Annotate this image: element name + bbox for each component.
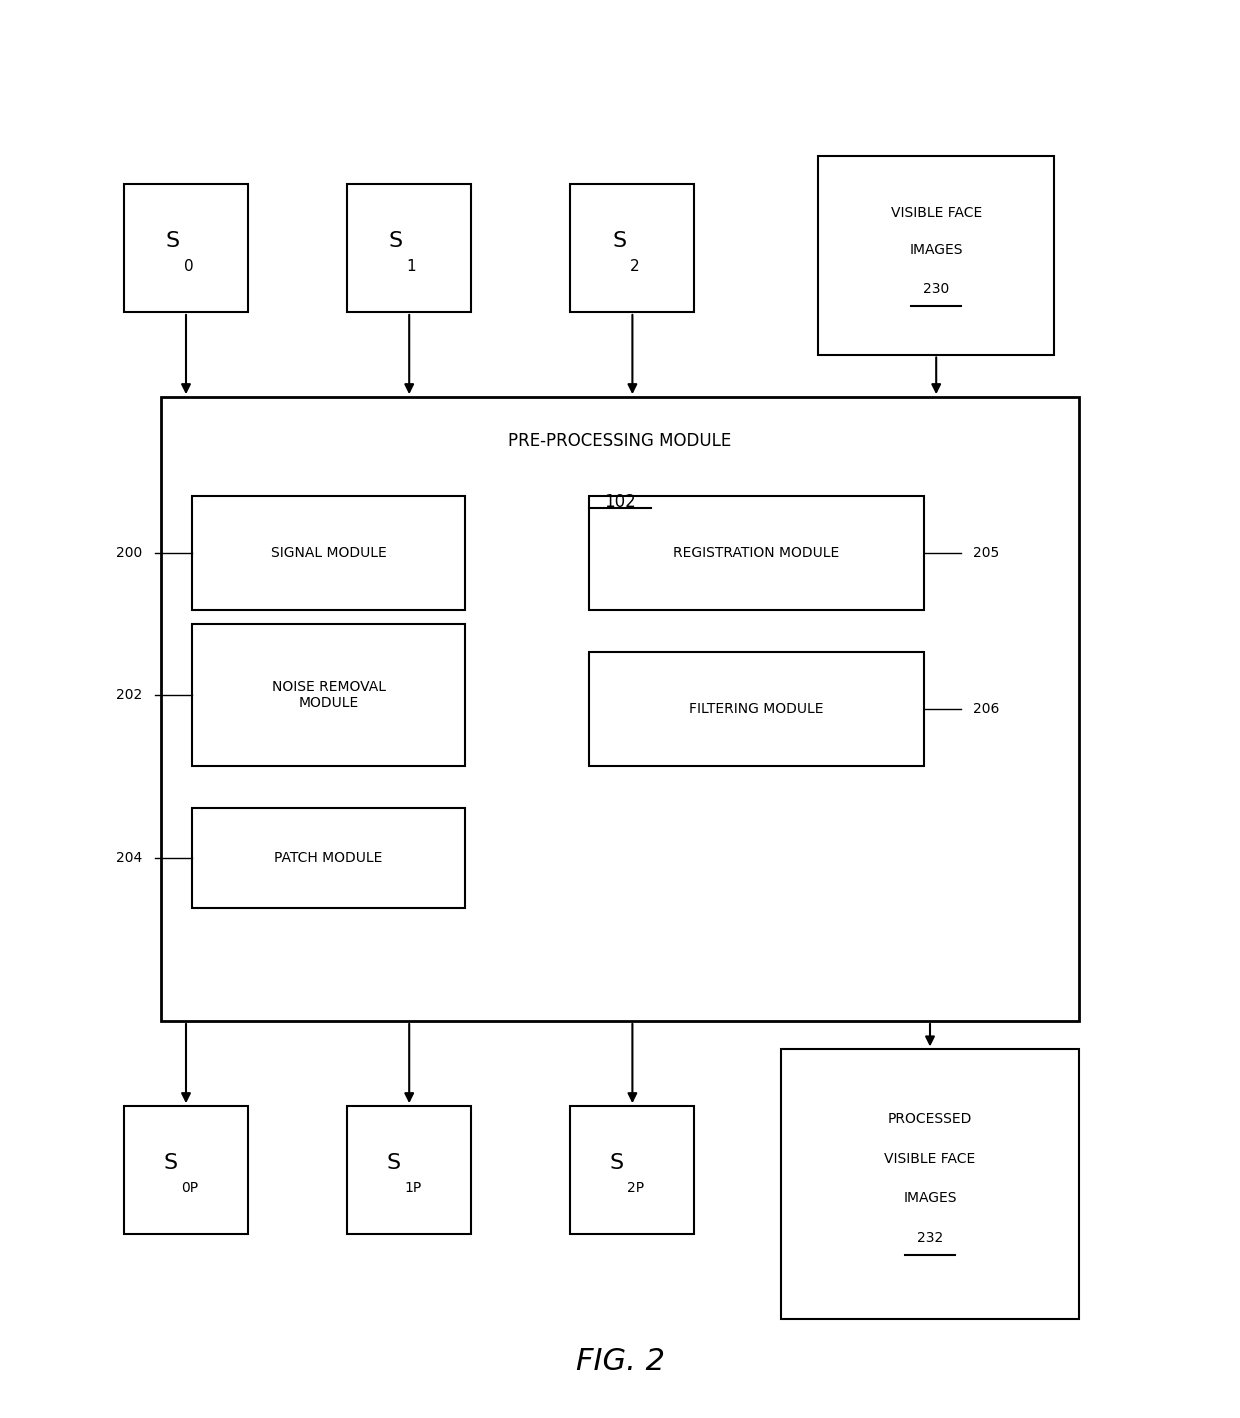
Text: FIG. 2: FIG. 2 xyxy=(575,1347,665,1375)
FancyBboxPatch shape xyxy=(570,184,694,312)
FancyBboxPatch shape xyxy=(192,624,465,766)
Text: 1P: 1P xyxy=(404,1181,422,1195)
Text: 202: 202 xyxy=(117,688,143,702)
FancyBboxPatch shape xyxy=(124,184,248,312)
Text: PROCESSED: PROCESSED xyxy=(888,1112,972,1126)
Text: FILTERING MODULE: FILTERING MODULE xyxy=(689,702,823,716)
Text: PATCH MODULE: PATCH MODULE xyxy=(274,851,383,865)
Text: REGISTRATION MODULE: REGISTRATION MODULE xyxy=(673,546,839,560)
Text: S: S xyxy=(166,231,180,251)
FancyBboxPatch shape xyxy=(818,156,1054,354)
FancyBboxPatch shape xyxy=(570,1106,694,1234)
Text: S: S xyxy=(389,231,403,251)
Text: VISIBLE FACE: VISIBLE FACE xyxy=(884,1151,976,1166)
Text: 102: 102 xyxy=(604,493,636,512)
Text: 0: 0 xyxy=(184,259,193,275)
Text: 205: 205 xyxy=(973,546,999,560)
Text: S: S xyxy=(387,1153,401,1173)
Text: 206: 206 xyxy=(973,702,999,716)
Text: 0P: 0P xyxy=(181,1181,198,1195)
Text: 204: 204 xyxy=(117,851,143,865)
Text: S: S xyxy=(164,1153,177,1173)
Text: IMAGES: IMAGES xyxy=(909,242,963,257)
FancyBboxPatch shape xyxy=(161,397,1079,1021)
FancyBboxPatch shape xyxy=(347,1106,471,1234)
FancyBboxPatch shape xyxy=(192,496,465,610)
FancyBboxPatch shape xyxy=(192,808,465,908)
Text: S: S xyxy=(610,1153,624,1173)
Text: S: S xyxy=(613,231,626,251)
FancyBboxPatch shape xyxy=(589,652,924,766)
Text: 1: 1 xyxy=(407,259,417,275)
FancyBboxPatch shape xyxy=(589,496,924,610)
Text: 2P: 2P xyxy=(627,1181,645,1195)
Text: 232: 232 xyxy=(916,1231,944,1245)
Text: VISIBLE FACE: VISIBLE FACE xyxy=(890,206,982,220)
Text: 2: 2 xyxy=(630,259,640,275)
Text: NOISE REMOVAL
MODULE: NOISE REMOVAL MODULE xyxy=(272,679,386,710)
FancyBboxPatch shape xyxy=(124,1106,248,1234)
Text: SIGNAL MODULE: SIGNAL MODULE xyxy=(270,546,387,560)
Text: 230: 230 xyxy=(923,282,950,296)
FancyBboxPatch shape xyxy=(781,1049,1079,1319)
Text: PRE-PROCESSING MODULE: PRE-PROCESSING MODULE xyxy=(508,432,732,451)
FancyBboxPatch shape xyxy=(347,184,471,312)
Text: 200: 200 xyxy=(117,546,143,560)
Text: IMAGES: IMAGES xyxy=(903,1191,957,1205)
